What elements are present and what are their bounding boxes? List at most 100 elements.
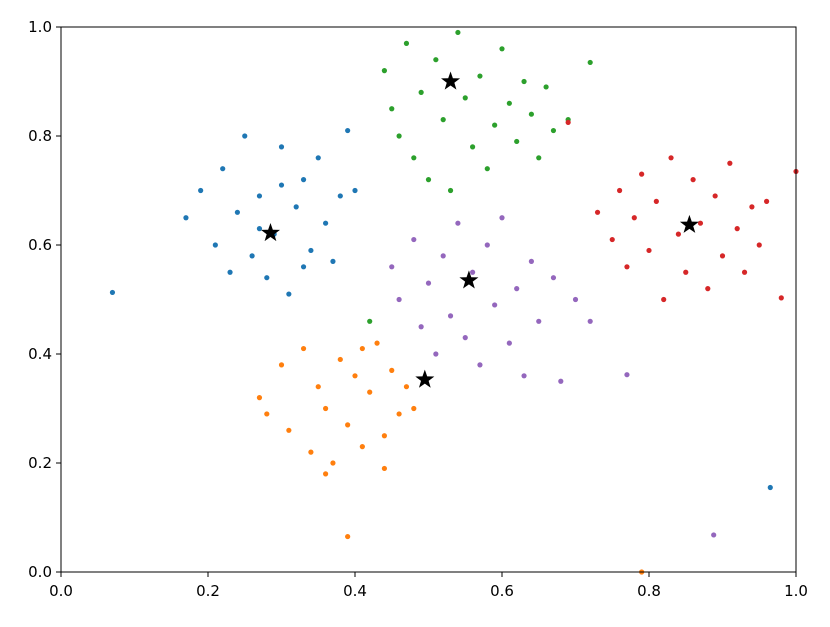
point	[477, 73, 483, 79]
point	[345, 533, 351, 540]
point	[565, 119, 571, 125]
point	[711, 532, 717, 538]
point	[470, 144, 476, 150]
point	[594, 209, 601, 215]
point	[653, 198, 659, 204]
point	[315, 155, 321, 161]
point	[411, 155, 417, 161]
point	[396, 296, 402, 303]
point	[389, 264, 395, 270]
point	[631, 215, 637, 221]
point	[345, 422, 351, 428]
point	[183, 215, 189, 221]
point	[705, 286, 711, 292]
x-tick-label: 1.0	[784, 582, 808, 600]
point	[528, 111, 535, 117]
point	[764, 198, 770, 204]
point	[425, 280, 432, 286]
point	[521, 78, 527, 85]
point	[345, 127, 351, 134]
point	[536, 155, 542, 161]
point	[286, 427, 292, 433]
point	[624, 372, 630, 378]
point	[514, 286, 520, 292]
point	[256, 193, 263, 199]
point	[506, 340, 512, 346]
point	[587, 59, 593, 66]
point	[256, 395, 263, 401]
point	[712, 193, 718, 199]
axes-frame	[60, 26, 797, 573]
centroid-star	[459, 270, 479, 289]
point	[293, 204, 299, 210]
y-tick-label: 1.0	[28, 18, 52, 36]
point	[492, 122, 498, 128]
y-tick-label: 0.6	[28, 236, 52, 254]
point	[550, 275, 557, 281]
point	[447, 187, 454, 194]
point	[396, 133, 402, 139]
x-tick-label: 0.4	[343, 582, 367, 600]
point	[352, 373, 358, 379]
point	[528, 258, 535, 264]
point	[315, 384, 321, 390]
centroid-star	[679, 214, 699, 233]
point	[323, 405, 329, 412]
point	[242, 133, 248, 139]
point	[609, 236, 615, 243]
x-tick-label: 0.8	[637, 582, 661, 600]
point	[308, 449, 314, 455]
point	[646, 247, 652, 254]
point	[477, 362, 483, 368]
point	[389, 367, 395, 373]
point	[337, 356, 343, 363]
point	[359, 345, 365, 352]
point	[536, 318, 542, 324]
point	[367, 389, 373, 395]
point	[668, 155, 674, 161]
x-tick-label: 0.0	[49, 582, 73, 600]
point	[749, 204, 755, 210]
point	[492, 302, 498, 308]
point	[411, 405, 417, 412]
point	[499, 215, 505, 221]
point	[330, 460, 336, 466]
point	[440, 253, 446, 259]
y-tick-label: 0.0	[28, 563, 52, 581]
point	[418, 89, 424, 95]
point	[330, 258, 336, 264]
point	[675, 231, 682, 237]
point	[697, 220, 704, 226]
point	[359, 444, 365, 450]
point	[470, 269, 476, 275]
point	[278, 144, 285, 150]
point	[403, 40, 410, 46]
point	[264, 411, 270, 417]
point	[624, 264, 630, 270]
point	[484, 166, 490, 172]
point	[462, 95, 468, 101]
point	[756, 242, 762, 248]
point	[521, 373, 527, 379]
point	[778, 295, 784, 301]
point	[381, 433, 387, 439]
point	[256, 226, 263, 232]
point	[587, 318, 593, 324]
point	[447, 313, 454, 319]
point	[433, 57, 439, 63]
point	[212, 242, 218, 248]
point	[455, 220, 461, 226]
point	[323, 220, 329, 226]
point	[278, 182, 285, 188]
point	[734, 226, 740, 232]
point	[278, 362, 285, 368]
point	[440, 117, 446, 123]
centroid-star	[415, 369, 435, 388]
point	[514, 138, 520, 145]
point	[264, 275, 270, 281]
point	[425, 177, 432, 183]
point	[337, 193, 343, 199]
point	[550, 127, 557, 134]
point	[374, 340, 380, 346]
y-tick-label: 0.2	[28, 454, 52, 472]
